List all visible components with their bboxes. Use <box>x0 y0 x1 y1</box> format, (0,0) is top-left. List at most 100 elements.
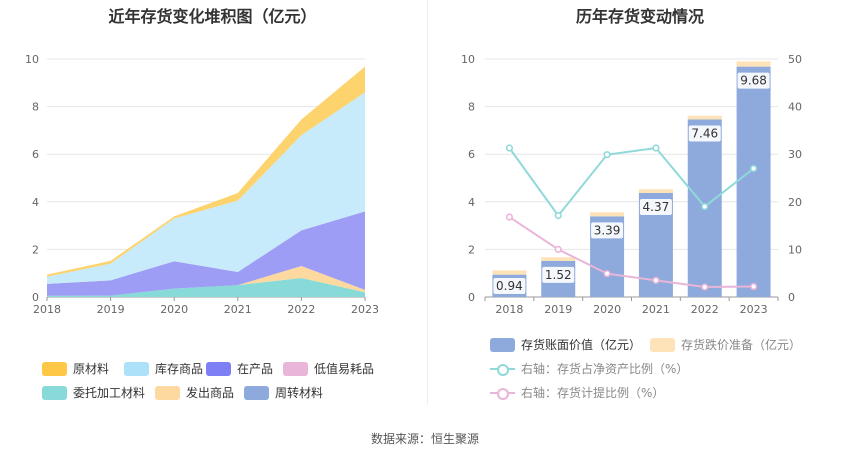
line-point <box>505 213 514 221</box>
left-y-tick-label: 0 <box>32 291 39 304</box>
area-series <box>47 211 365 296</box>
legend-swatch <box>490 386 515 400</box>
right-y-tick-label: 8 <box>468 101 475 114</box>
right-y2-tick-label: 50 <box>788 53 802 66</box>
data-label-bg <box>639 198 672 215</box>
panel-divider <box>427 0 428 405</box>
legend-swatch <box>206 361 231 376</box>
bar-data-label: 0.94 <box>496 279 523 293</box>
line-point <box>603 151 611 159</box>
legend-item[interactable]: 右轴：存货占净资产比例（%） <box>490 360 688 377</box>
line-point <box>505 144 514 152</box>
legend-swatch <box>490 337 515 352</box>
right-y2-tick-label: 40 <box>788 101 802 114</box>
line-point <box>749 282 758 291</box>
left-y-tick-label: 2 <box>32 243 39 256</box>
area-series <box>47 266 365 296</box>
left-x-tick-label: 2019 <box>97 303 125 316</box>
data-source: 数据来源：恒生聚源 <box>370 432 479 446</box>
legend-label: 原材料 <box>73 362 110 376</box>
legend-item[interactable]: 存货账面价值（亿元） <box>490 336 641 353</box>
right-y2-tick-label: 10 <box>788 243 802 256</box>
legend-swatch <box>490 362 515 376</box>
bar-data-label: 1.52 <box>545 268 572 282</box>
left-y-tick-label: 6 <box>32 148 39 161</box>
right-y-tick-label: 6 <box>468 148 475 161</box>
left-x-tick-label: 2021 <box>224 303 252 316</box>
legend-label: 存货账面价值（亿元） <box>521 338 642 352</box>
legend-label: 存货跌价准备（亿元） <box>681 338 802 352</box>
line-point <box>701 202 709 211</box>
bar-inventory-value <box>736 66 771 297</box>
right-x-tick-label: 2018 <box>495 303 523 316</box>
bar-impairment <box>492 270 527 275</box>
data-label-bg <box>737 72 770 89</box>
legend-item[interactable]: 在产品 <box>206 360 273 377</box>
legend-item[interactable]: 低值易耗品 <box>283 360 374 377</box>
legend-item[interactable]: 发出商品 <box>155 384 234 401</box>
bar-data-label: 7.46 <box>691 126 718 140</box>
line-point <box>652 276 660 284</box>
left-x-tick-label: 2023 <box>351 303 379 316</box>
line-point <box>701 283 709 291</box>
legend-swatch <box>42 385 67 400</box>
legend-label: 周转材料 <box>275 386 324 400</box>
legend-label: 在产品 <box>237 362 274 376</box>
bar-impairment <box>638 189 673 193</box>
right-x-tick-label: 2019 <box>544 303 572 316</box>
legend-swatch <box>155 385 180 400</box>
legend-item[interactable]: 原材料 <box>42 360 109 377</box>
line-point <box>652 144 660 152</box>
legend-swatch <box>650 337 675 352</box>
legend-swatch <box>124 361 149 376</box>
left-y-tick-label: 8 <box>32 101 39 114</box>
legend-label: 发出商品 <box>186 386 235 400</box>
bar-impairment <box>541 257 576 261</box>
legend-label: 右轴：存货计提比例（%） <box>521 386 665 400</box>
right-y-tick-label: 4 <box>468 196 475 209</box>
right-x-tick-label: 2022 <box>691 303 719 316</box>
legend-swatch <box>42 361 67 376</box>
legend-label: 低值易耗品 <box>314 362 375 376</box>
data-label-bg <box>591 222 624 239</box>
legend-item[interactable]: 存货跌价准备（亿元） <box>650 336 801 353</box>
legend-item[interactable]: 右轴：存货计提比例（%） <box>490 384 664 401</box>
bar-data-label: 9.68 <box>740 74 767 88</box>
right-x-tick-label: 2023 <box>740 303 768 316</box>
legend-label: 右轴：存货占净资产比例（%） <box>521 362 689 376</box>
legend-item[interactable]: 库存商品 <box>124 360 203 377</box>
right-x-tick-label: 2020 <box>593 303 621 316</box>
bar-line-chart: 0 2 4 6 8 10 0 10 20 30 40 50 2018 2019 2020 2021 2022 20… <box>461 53 802 316</box>
bar-impairment <box>736 61 771 67</box>
right-y-tick-label: 10 <box>461 53 475 66</box>
legend-label: 库存商品 <box>155 362 204 376</box>
bar-impairment <box>590 212 625 217</box>
line-inventory-to-net-assets <box>508 146 755 218</box>
line-point <box>554 212 562 220</box>
right-x-tick-label: 2021 <box>642 303 670 316</box>
legend-swatch <box>244 385 269 400</box>
bar-impairment <box>687 115 722 120</box>
area-series <box>47 92 365 284</box>
area-series <box>47 277 365 297</box>
left-y-tick-label: 10 <box>25 53 39 66</box>
data-label-bg <box>688 125 721 142</box>
data-label-bg <box>542 266 575 283</box>
legend-label: 委托加工材料 <box>73 386 146 400</box>
legend-swatch <box>283 361 308 376</box>
left-x-tick-label: 2022 <box>287 303 315 316</box>
line-point <box>749 164 758 173</box>
legend-item[interactable]: 周转材料 <box>244 384 323 401</box>
bar-data-label: 4.37 <box>643 200 670 214</box>
left-x-tick-label: 2020 <box>160 303 188 316</box>
right-y2-tick-label: 20 <box>788 196 802 209</box>
data-label-bg <box>493 278 526 294</box>
right-y-tick-label: 0 <box>468 291 475 304</box>
left-y-tick-label: 4 <box>32 196 39 209</box>
left-x-tick-label: 2018 <box>33 303 61 316</box>
line-point <box>554 245 562 253</box>
right-chart-title: 历年存货变动情况 <box>575 7 704 26</box>
legend-item[interactable]: 委托加工材料 <box>42 384 145 401</box>
stacked-area-chart: 0 2 4 6 8 10 2018 2019 2020 2021 2022 2023 <box>25 53 379 316</box>
